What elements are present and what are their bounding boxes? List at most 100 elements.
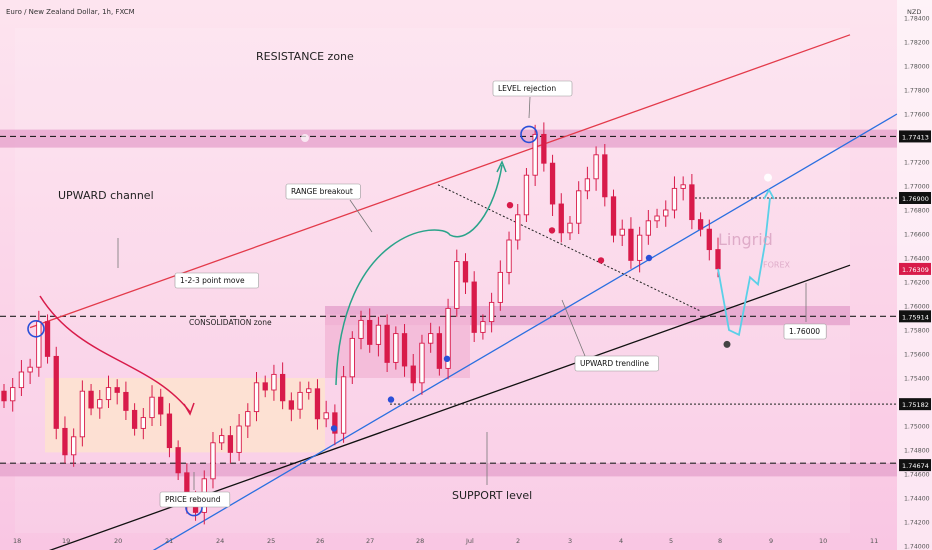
candle bbox=[689, 174, 695, 230]
candle-body bbox=[506, 239, 512, 273]
callout-line bbox=[561, 299, 586, 357]
candle bbox=[558, 193, 564, 243]
candle-body bbox=[428, 333, 434, 344]
level-rejection-label-box bbox=[492, 80, 573, 97]
candle bbox=[158, 388, 164, 426]
projection-arrow bbox=[763, 188, 775, 200]
candle bbox=[454, 249, 460, 317]
candle bbox=[340, 366, 347, 443]
candle bbox=[471, 271, 477, 342]
candle-body bbox=[697, 219, 704, 230]
candle bbox=[393, 326, 399, 370]
y-tick-label: 1.74200 bbox=[904, 520, 930, 527]
y-tick-label: 1.75400 bbox=[904, 376, 930, 383]
candle-body bbox=[515, 214, 521, 241]
consolidation-zone-label: CONSOLIDATION zone bbox=[189, 318, 272, 327]
candle-body bbox=[401, 333, 408, 367]
chart-title: Euro / New Zealand Dollar, 1h, FXCM bbox=[6, 8, 135, 16]
candle bbox=[297, 381, 303, 419]
candle bbox=[10, 378, 16, 412]
resistance-touch-dot bbox=[506, 202, 514, 209]
trendline-touch-dot bbox=[443, 355, 451, 362]
candle bbox=[462, 253, 469, 294]
candle-body bbox=[219, 435, 225, 444]
candle bbox=[323, 400, 329, 428]
x-tick-label: 24 bbox=[216, 537, 224, 545]
candle bbox=[314, 379, 321, 430]
trendline-touch-dot bbox=[645, 254, 653, 262]
callout-line bbox=[528, 96, 531, 119]
candle bbox=[131, 403, 138, 436]
candle bbox=[349, 331, 355, 384]
candle-body bbox=[671, 187, 678, 211]
candle-body bbox=[541, 133, 547, 164]
y-tick-label: 1.74600 bbox=[904, 472, 930, 479]
y-tick-label: 1.76000 bbox=[904, 304, 930, 311]
x-tick-label: 21 bbox=[165, 537, 173, 545]
candle-body bbox=[628, 228, 634, 261]
upward-trendline-label: UPWARD trendline bbox=[580, 359, 649, 368]
y-tick-label: 1.74000 bbox=[904, 544, 930, 550]
level-rejection-label: LEVEL rejection bbox=[498, 84, 556, 93]
y-tick-label: 1.77600 bbox=[904, 112, 930, 119]
candle-body bbox=[97, 399, 103, 409]
candle bbox=[706, 219, 712, 261]
x-tick-label: 28 bbox=[416, 537, 424, 545]
trendline-touch-dot bbox=[387, 396, 395, 403]
y-tick-label: 1.75000 bbox=[904, 424, 930, 431]
trendline-touch-dot bbox=[330, 425, 338, 432]
highlight-circle bbox=[520, 125, 538, 144]
resistance-touch-dot bbox=[597, 257, 605, 264]
candle-body bbox=[645, 220, 651, 236]
price-rebound-label: PRICE rebound bbox=[165, 495, 221, 504]
candle bbox=[262, 375, 268, 398]
candle bbox=[619, 219, 625, 246]
candle bbox=[332, 404, 338, 446]
x-tick-label: 5 bbox=[669, 537, 673, 545]
candle-body bbox=[227, 435, 234, 453]
candle-body bbox=[436, 333, 443, 369]
candle-body bbox=[253, 382, 260, 413]
y-tick-label: 1.78400 bbox=[904, 16, 930, 23]
candle bbox=[384, 314, 390, 372]
candle-body bbox=[349, 337, 355, 378]
price-level-value: 1.75914 bbox=[902, 313, 929, 321]
candle-body bbox=[706, 228, 712, 251]
price-level-tag bbox=[899, 398, 931, 411]
x-tick-label: 19 bbox=[62, 537, 70, 545]
watermark-sub: FOREX bbox=[763, 261, 791, 270]
target-star-icon bbox=[764, 173, 772, 182]
candle bbox=[401, 324, 408, 377]
candle-body bbox=[471, 281, 477, 333]
candle-body bbox=[410, 365, 416, 384]
candle-body bbox=[105, 387, 112, 401]
candle-body bbox=[454, 261, 460, 309]
candle-body bbox=[27, 366, 33, 373]
candle-body bbox=[279, 373, 286, 402]
candle bbox=[44, 314, 51, 364]
candle bbox=[306, 381, 312, 400]
candle-body bbox=[689, 184, 695, 221]
y-tick-label: 1.75800 bbox=[904, 328, 930, 335]
candle bbox=[497, 260, 503, 311]
candle bbox=[149, 385, 155, 426]
candle-body bbox=[149, 396, 155, 419]
price-rebound-label-box bbox=[159, 491, 231, 508]
candle-body bbox=[584, 178, 591, 192]
candle-body bbox=[488, 301, 495, 323]
price-level-value: 1.76900 bbox=[902, 195, 929, 203]
consolidation-box bbox=[45, 378, 325, 453]
candle-body bbox=[367, 319, 373, 345]
candle bbox=[27, 358, 33, 384]
projection-path bbox=[717, 197, 771, 337]
candle-body bbox=[62, 427, 68, 456]
candle-body bbox=[314, 388, 321, 420]
candle-body bbox=[610, 196, 617, 236]
candle bbox=[210, 432, 216, 489]
candle bbox=[419, 334, 425, 395]
point-move-curve bbox=[39, 295, 191, 413]
candle-body bbox=[340, 376, 347, 434]
candle-body bbox=[140, 417, 146, 429]
breakout-arrow bbox=[496, 160, 507, 173]
